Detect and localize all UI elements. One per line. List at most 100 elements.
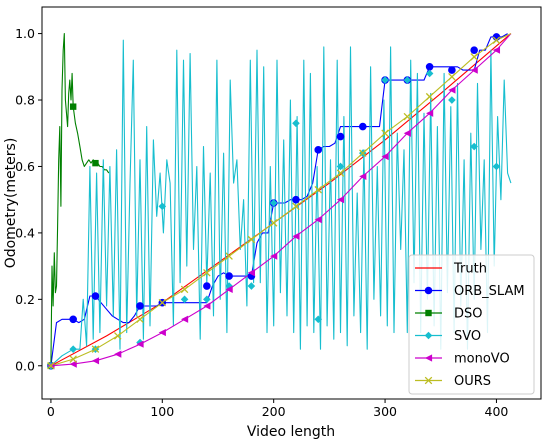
legend-marker-monovo bbox=[424, 354, 433, 362]
data-point-ours bbox=[203, 269, 211, 277]
data-point-svo bbox=[381, 76, 389, 84]
x-axis: 0 100 200 300 400 bbox=[47, 399, 508, 419]
data-point-monovo bbox=[336, 196, 345, 204]
data-point-svo bbox=[203, 295, 211, 304]
data-point-ours bbox=[381, 129, 389, 137]
data-point-orb-slam bbox=[448, 66, 456, 74]
data-point-monovo bbox=[426, 109, 434, 117]
data-point-orb-slam bbox=[358, 122, 367, 131]
data-point-ours bbox=[136, 315, 144, 324]
series-line-svo bbox=[50, 39, 512, 367]
legend-marker-dso bbox=[425, 309, 432, 317]
data-point-ours bbox=[448, 73, 456, 81]
x-tick-label: 300 bbox=[373, 404, 397, 419]
data-point-ours bbox=[47, 362, 55, 370]
y-tick-label: 1.0 bbox=[15, 26, 35, 41]
legend: Truth ORB_SLAM DSO SVO monoVO OURS bbox=[408, 254, 535, 395]
data-point-monovo bbox=[292, 232, 300, 240]
data-point-monovo bbox=[403, 129, 411, 137]
y-tick-label: 0.6 bbox=[15, 159, 35, 174]
data-point-monovo bbox=[381, 152, 389, 161]
legend-marker-orb-slam bbox=[424, 286, 433, 295]
y-tick-label: 0.4 bbox=[15, 225, 35, 240]
y-axis-label: Odometry(meters) bbox=[3, 138, 19, 269]
data-point-svo bbox=[247, 282, 256, 290]
x-tick-label: 400 bbox=[485, 404, 509, 419]
legend-marker-ours bbox=[424, 376, 433, 385]
data-point-ours bbox=[269, 219, 278, 227]
series-line-ours bbox=[50, 33, 512, 367]
data-point-svo bbox=[292, 119, 300, 128]
data-point-ours bbox=[91, 345, 100, 353]
data-point-monovo bbox=[158, 328, 166, 337]
data-point-monovo bbox=[359, 172, 367, 181]
markers-layer bbox=[47, 33, 501, 370]
data-point-monovo bbox=[69, 360, 77, 368]
data-point-svo bbox=[69, 345, 77, 353]
data-point-ours bbox=[425, 92, 434, 101]
data-point-ours bbox=[359, 149, 367, 157]
data-point-svo bbox=[269, 199, 278, 207]
series-line-monovo bbox=[50, 33, 512, 367]
data-point-ours bbox=[113, 332, 122, 340]
x-tick-label: 0 bbox=[47, 404, 55, 419]
data-point-ours bbox=[180, 285, 189, 294]
data-point-monovo bbox=[247, 269, 256, 277]
data-point-monovo bbox=[492, 46, 501, 54]
data-point-orb-slam bbox=[136, 302, 144, 310]
data-point-ours bbox=[336, 169, 345, 177]
x-tick-label: 100 bbox=[150, 404, 174, 419]
data-point-orb-slam bbox=[336, 132, 345, 141]
y-tick-label: 0.2 bbox=[15, 292, 35, 307]
data-point-svo bbox=[180, 295, 189, 304]
data-point-monovo bbox=[270, 252, 278, 260]
data-point-orb-slam bbox=[91, 292, 100, 300]
data-point-svo bbox=[225, 282, 233, 290]
data-point-ours bbox=[225, 252, 233, 260]
plot-frame bbox=[41, 6, 542, 400]
legend-marker-svo bbox=[424, 331, 433, 340]
data-point-orb-slam bbox=[314, 146, 323, 154]
data-point-svo bbox=[403, 76, 412, 84]
data-point-monovo bbox=[448, 86, 456, 94]
legend-label-orb-slam: ORB_SLAM bbox=[454, 284, 525, 299]
data-point-svo bbox=[158, 202, 167, 211]
y-axis: 0.0 0.2 0.4 0.6 0.8 1.0 bbox=[15, 26, 42, 373]
legend-label-dso: DSO bbox=[454, 307, 483, 322]
legend-label-ours: OURS bbox=[454, 374, 491, 389]
data-point-svo bbox=[314, 315, 323, 324]
data-point-monovo bbox=[91, 357, 100, 365]
x-axis-label: Video length bbox=[247, 424, 335, 440]
data-point-ours bbox=[158, 298, 167, 307]
data-point-ours bbox=[247, 235, 256, 244]
y-tick-label: 0.8 bbox=[15, 93, 35, 108]
data-point-ours bbox=[403, 112, 412, 121]
data-point-ours bbox=[69, 355, 77, 363]
data-point-orb-slam bbox=[69, 315, 77, 324]
data-point-monovo bbox=[136, 340, 144, 348]
data-point-dso bbox=[92, 159, 99, 167]
data-point-orb-slam bbox=[203, 282, 211, 290]
data-point-monovo bbox=[203, 302, 211, 310]
data-point-svo bbox=[448, 96, 456, 104]
legend-box bbox=[408, 254, 535, 395]
data-point-ours bbox=[470, 53, 478, 61]
y-tick-label: 0.0 bbox=[15, 358, 35, 373]
data-point-svo bbox=[492, 162, 501, 171]
data-point-ours bbox=[492, 36, 501, 44]
legend-label-truth: Truth bbox=[453, 262, 487, 277]
x-tick-label: 200 bbox=[262, 404, 286, 419]
data-point-ours bbox=[314, 185, 322, 194]
data-point-orb-slam bbox=[470, 46, 478, 54]
data-point-svo bbox=[336, 162, 345, 171]
legend-label-monovo: monoVO bbox=[454, 352, 510, 367]
data-point-monovo bbox=[225, 285, 233, 293]
data-point-monovo bbox=[470, 66, 478, 74]
data-point-svo bbox=[470, 142, 478, 151]
series-layer bbox=[50, 33, 512, 367]
data-point-orb-slam bbox=[292, 195, 300, 204]
data-point-orb-slam bbox=[425, 62, 434, 71]
legend-label-svo: SVO bbox=[454, 329, 481, 344]
data-point-orb-slam bbox=[225, 272, 233, 280]
